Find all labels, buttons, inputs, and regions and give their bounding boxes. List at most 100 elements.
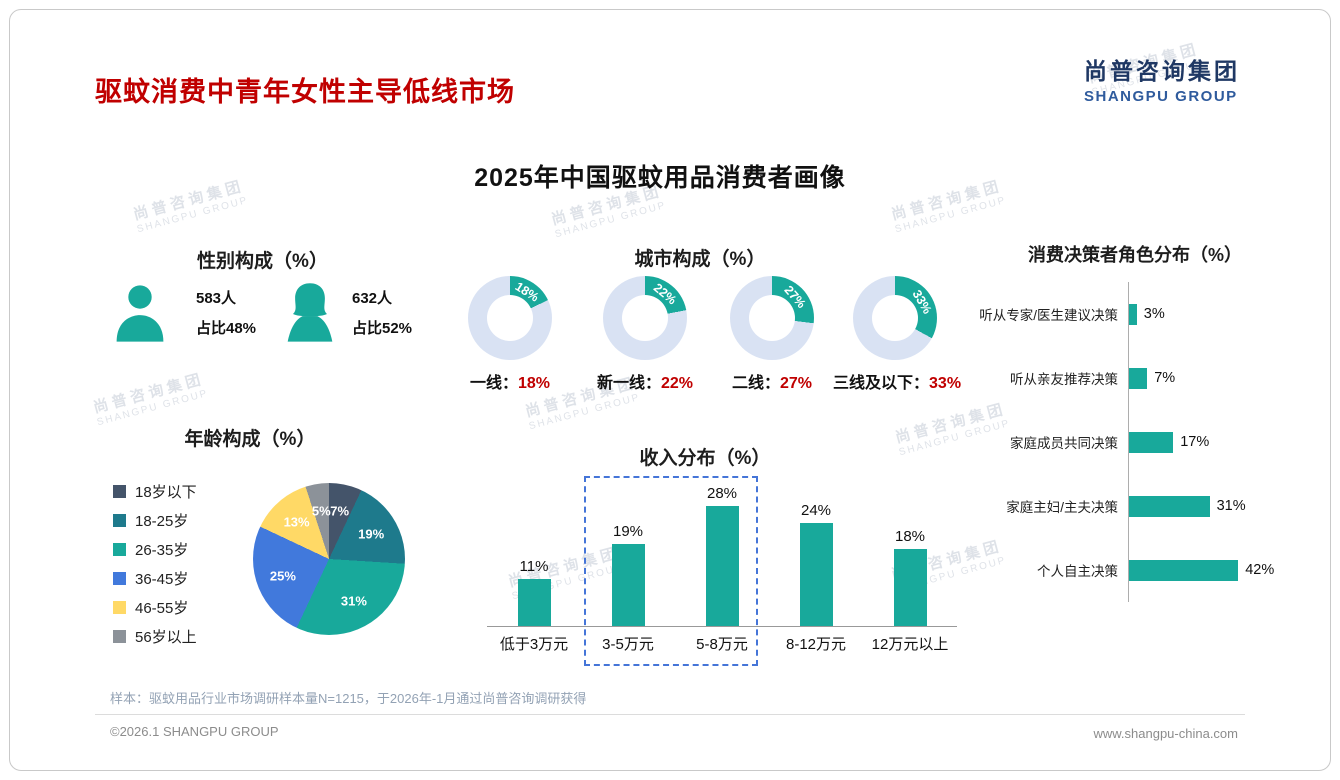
page-title: 驱蚊消费中青年女性主导低线市场 <box>95 77 515 107</box>
logo-en-text: SHANGPU GROUP <box>1084 88 1238 105</box>
legend-label: 18-25岁 <box>135 513 189 530</box>
male-silhouette-icon <box>116 285 164 342</box>
income-bar <box>611 544 645 626</box>
pie-slice-label: 13% <box>283 514 310 530</box>
decision-value: 42% <box>1245 562 1275 578</box>
female-silhouette-icon <box>287 283 333 342</box>
legend-swatch <box>113 572 126 585</box>
income-bar-value: 28% <box>706 484 738 502</box>
donut-caption-value: 33% <box>929 375 962 392</box>
decision-bar <box>1129 495 1210 517</box>
income-bar-value: 18% <box>894 527 926 545</box>
income-bar-group: 11% <box>487 558 581 626</box>
decision-category: 听从亲友推荐决策 <box>1010 372 1118 387</box>
donut-unit: 18% 一线：18% <box>448 276 572 393</box>
pie-slice-label: 7% <box>330 503 350 519</box>
income-bar-group: 19% <box>581 523 675 626</box>
donut-caption-category: 二线： <box>731 375 780 392</box>
watermark-cn-text: 尚普咨询集团 <box>91 370 207 417</box>
decision-bar-zone: 42% <box>1128 538 1274 602</box>
logo-cn-text: 尚普咨询集团 <box>1084 58 1240 84</box>
watermark-en-text: SHANGPU GROUP <box>527 391 642 433</box>
legend-swatch <box>113 485 126 498</box>
watermark-en-text: SHANGPU GROUP <box>553 199 668 241</box>
pie-slice-label: 19% <box>358 526 385 542</box>
decision-bar <box>1129 431 1174 453</box>
donut-caption: 三线及以下：33% <box>833 369 961 393</box>
legend-item: 56岁以上 <box>113 622 197 651</box>
donut-caption-value: 27% <box>779 375 813 392</box>
female-stats: 632人 占比52% <box>352 284 412 344</box>
watermark-en-text: SHANGPU GROUP <box>95 387 210 429</box>
decision-section-title: 消费决策者角色分布（%） <box>1027 245 1242 265</box>
donut-unit: 33% 三线及以下：33% <box>833 276 961 393</box>
income-bar-category: 8-12万元 <box>785 636 847 653</box>
male-stats: 583人 占比48% <box>196 284 256 344</box>
donut-caption: 新一线：22% <box>583 369 707 393</box>
income-bar-category: 低于3万元 <box>499 636 569 653</box>
donut-caption-category: 新一线： <box>596 375 661 392</box>
donut-value-label: 27% <box>781 283 809 312</box>
decision-row: 家庭主妇/主夫决策 31% <box>940 474 1274 538</box>
decision-bar <box>1129 367 1148 389</box>
donut-unit: 22% 新一线：22% <box>583 276 707 393</box>
income-bar-value: 24% <box>800 501 832 519</box>
income-bar-group: 28% <box>675 485 769 626</box>
decision-category: 听从专家/医生建议决策 <box>979 308 1118 323</box>
donut-value-label: 33% <box>909 287 935 317</box>
donut-unit: 27% 二线：27% <box>710 276 834 393</box>
income-bar-category: 3-5万元 <box>602 636 654 653</box>
legend-label: 46-55岁 <box>135 600 189 617</box>
legend-label: 26-35岁 <box>135 542 189 559</box>
age-pie: 7% 19% 31% 25% 13% 5% <box>253 483 405 635</box>
income-bar <box>705 505 739 626</box>
pie-slice-label: 31% <box>340 593 367 609</box>
donut-caption-value: 18% <box>517 375 551 392</box>
decision-row: 听从专家/医生建议决策 3% <box>940 282 1274 346</box>
donut-value-label: 22% <box>650 280 679 308</box>
decision-chart: 听从专家/医生建议决策 3% 听从亲友推荐决策 7% 家庭成员共同决策 17% 家庭主妇/主… <box>940 282 1274 602</box>
legend-label: 36-45岁 <box>135 571 189 588</box>
city-section-title: 城市构成（%） <box>634 249 766 270</box>
income-bar <box>799 522 833 626</box>
decision-row: 家庭成员共同决策 17% <box>940 410 1274 474</box>
income-bar <box>517 578 551 626</box>
decision-bar-zone: 17% <box>1128 410 1209 474</box>
female-share: 占比52% <box>352 320 413 337</box>
footer-copyright: ©2026.1 SHANGPU GROUP <box>110 724 279 739</box>
pie-slice-label: 5% <box>311 503 331 519</box>
male-icon <box>106 280 174 353</box>
donut-caption-category: 三线及以下： <box>833 375 930 392</box>
income-bar-category: 12万元以上 <box>871 636 949 653</box>
income-bar-category: 5-8万元 <box>696 636 748 653</box>
decision-value: 17% <box>1180 434 1210 450</box>
decision-row: 个人自主决策 42% <box>940 538 1274 602</box>
legend-label: 56岁以上 <box>135 629 197 646</box>
legend-swatch <box>113 514 126 527</box>
income-section-title: 收入分布（%） <box>639 448 771 469</box>
decision-value: 3% <box>1143 306 1165 322</box>
decision-category: 家庭主妇/主夫决策 <box>1006 500 1118 515</box>
decision-bar-zone: 7% <box>1128 346 1175 410</box>
legend-item: 18-25岁 <box>113 506 197 535</box>
legend-label: 18岁以下 <box>135 484 197 501</box>
legend-swatch <box>113 543 126 556</box>
decision-bar <box>1129 303 1137 325</box>
income-bar-group: 18% <box>863 528 957 626</box>
female-count: 632人 <box>352 290 393 307</box>
chart-main-title: 2025年中国驱蚊用品消费者画像 <box>474 164 846 192</box>
footer-website: www.shangpu-china.com <box>1093 726 1238 741</box>
legend-swatch <box>113 601 126 614</box>
donut-value-label: 18% <box>512 279 541 305</box>
decision-row: 听从亲友推荐决策 7% <box>940 346 1274 410</box>
donut-caption: 一线：18% <box>448 369 572 393</box>
income-bar-value: 19% <box>612 523 644 541</box>
donut-ring: 33% <box>853 276 937 360</box>
watermark-en-text: SHANGPU GROUP <box>135 194 250 236</box>
donut-caption: 二线：27% <box>710 369 834 393</box>
legend-swatch <box>113 630 126 643</box>
donut-ring: 27% <box>730 276 814 360</box>
age-legend: 18岁以下 18-25岁 26-35岁 36-45岁 46-55岁 56岁以上 <box>113 477 197 651</box>
female-icon <box>276 280 344 353</box>
legend-item: 46-55岁 <box>113 593 197 622</box>
